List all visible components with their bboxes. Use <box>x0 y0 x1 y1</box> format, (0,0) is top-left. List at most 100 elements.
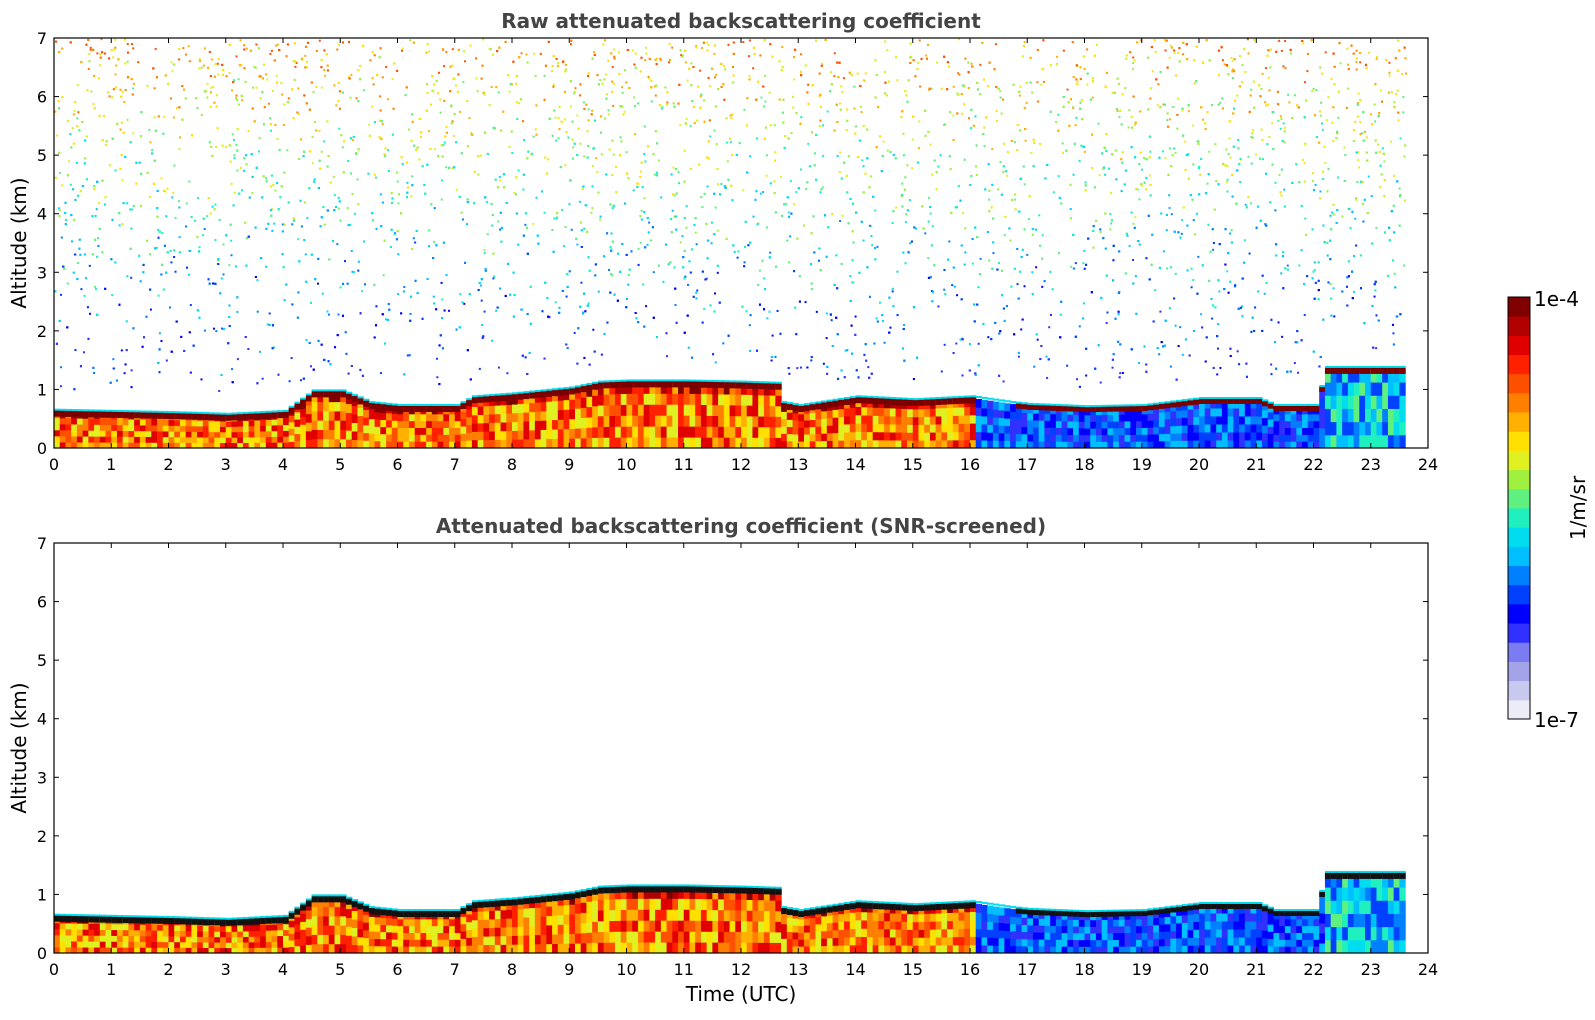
noise-pixel <box>1319 110 1322 113</box>
noise-pixel <box>1026 253 1029 256</box>
noise-pixel <box>293 78 296 81</box>
noise-pixel <box>121 179 124 182</box>
noise-pixel <box>1322 318 1325 321</box>
noise-pixel <box>849 275 852 278</box>
noise-pixel <box>1260 128 1263 131</box>
noise-pixel <box>600 115 603 118</box>
noise-pixel <box>263 123 266 126</box>
noise-pixel <box>639 241 642 244</box>
noise-pixel <box>381 123 384 126</box>
noise-pixel <box>686 79 689 82</box>
noise-pixel <box>648 221 651 224</box>
noise-pixel <box>681 235 684 238</box>
noise-pixel <box>1327 168 1330 171</box>
noise-pixel <box>988 189 991 192</box>
noise-pixel <box>243 44 246 47</box>
noise-pixel <box>587 119 590 122</box>
noise-pixel <box>350 364 353 367</box>
noise-pixel <box>1252 106 1255 109</box>
noise-pixel <box>58 319 61 322</box>
noise-pixel <box>613 48 616 51</box>
noise-pixel <box>654 130 657 133</box>
noise-pixel <box>221 327 224 330</box>
noise-pixel <box>619 105 622 108</box>
noise-pixel <box>1365 66 1368 69</box>
noise-pixel <box>769 124 772 127</box>
noise-pixel <box>1121 371 1124 374</box>
noise-pixel <box>760 96 763 99</box>
noise-pixel <box>937 165 940 168</box>
noise-pixel <box>1343 146 1346 149</box>
noise-pixel <box>943 288 946 291</box>
noise-pixel <box>661 106 664 109</box>
noise-pixel <box>1140 183 1143 186</box>
noise-pixel <box>1245 206 1248 209</box>
noise-pixel <box>918 120 921 123</box>
noise-pixel <box>979 93 982 96</box>
noise-pixel <box>983 145 986 148</box>
noise-pixel <box>202 64 205 67</box>
noise-pixel <box>433 207 436 210</box>
noise-pixel <box>1267 76 1270 79</box>
noise-pixel <box>576 362 579 365</box>
noise-pixel <box>798 300 801 303</box>
noise-pixel <box>188 180 191 183</box>
noise-pixel <box>1282 65 1285 68</box>
noise-pixel <box>462 81 465 84</box>
noise-pixel <box>743 108 746 111</box>
noise-pixel <box>317 257 320 260</box>
noise-pixel <box>926 43 929 46</box>
noise-pixel <box>285 55 288 58</box>
noise-pixel <box>456 90 459 93</box>
noise-pixel <box>1178 47 1181 50</box>
noise-pixel <box>184 53 187 56</box>
noise-pixel <box>1164 157 1167 160</box>
noise-pixel <box>840 85 843 88</box>
noise-pixel <box>695 243 698 246</box>
noise-pixel <box>1108 167 1111 170</box>
noise-pixel <box>810 359 813 362</box>
noise-pixel <box>1149 183 1152 186</box>
noise-pixel <box>1060 300 1063 303</box>
noise-pixel <box>998 374 1001 377</box>
noise-pixel <box>905 213 908 216</box>
noise-pixel <box>1032 138 1035 141</box>
noise-pixel <box>1023 41 1026 44</box>
noise-pixel <box>214 239 217 242</box>
noise-pixel <box>1173 147 1176 150</box>
noise-pixel <box>737 250 740 253</box>
noise-pixel <box>1002 98 1005 101</box>
noise-pixel <box>804 301 807 304</box>
noise-pixel <box>1139 151 1142 154</box>
noise-pixel <box>156 189 159 192</box>
noise-pixel <box>1331 121 1334 124</box>
noise-pixel <box>1264 101 1267 104</box>
noise-pixel <box>1254 153 1257 156</box>
noise-pixel <box>158 348 161 351</box>
noise-pixel <box>970 62 973 65</box>
noise-pixel <box>566 347 569 350</box>
noise-pixel <box>1132 258 1135 261</box>
noise-pixel <box>239 166 242 169</box>
noise-pixel <box>819 106 822 109</box>
noise-pixel <box>1241 64 1244 67</box>
noise-pixel <box>522 120 525 123</box>
noise-pixel <box>447 309 450 312</box>
noise-pixel <box>504 40 507 43</box>
noise-pixel <box>776 309 779 312</box>
noise-pixel <box>371 105 374 108</box>
noise-pixel <box>196 107 199 110</box>
noise-pixel <box>305 45 308 48</box>
noise-pixel <box>302 155 305 158</box>
noise-pixel <box>788 372 791 375</box>
noise-pixel <box>1149 194 1152 197</box>
noise-pixel <box>403 286 406 289</box>
noise-pixel <box>731 153 734 156</box>
noise-pixel <box>488 104 491 107</box>
noise-pixel <box>1388 61 1391 64</box>
noise-pixel <box>830 319 833 322</box>
noise-pixel <box>880 170 883 173</box>
noise-pixel <box>534 74 537 77</box>
noise-pixel <box>1138 163 1141 166</box>
noise-pixel <box>699 69 702 72</box>
